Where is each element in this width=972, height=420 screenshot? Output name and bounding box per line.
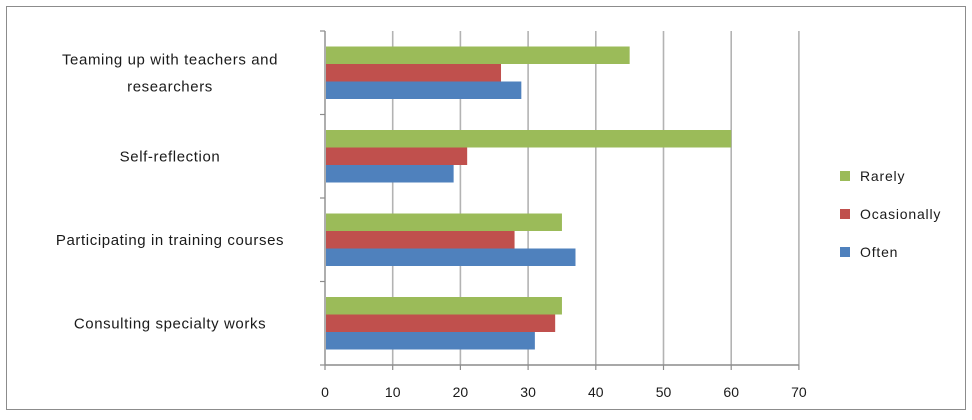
category-label: Consulting specialty works [74, 315, 266, 332]
bar-often [326, 332, 535, 350]
bar-often [326, 81, 522, 99]
legend-label-rarely: Rarely [860, 168, 905, 184]
x-tick-label: 30 [520, 384, 536, 400]
bar-ocasionally [326, 231, 515, 249]
bar-rarely [326, 297, 562, 315]
bar-rarely [326, 46, 630, 64]
bar-ocasionally [326, 314, 556, 332]
legend-swatch-rarely [840, 171, 850, 181]
axes [320, 30, 800, 370]
x-tick-labels: 0 10 20 30 40 50 60 70 [321, 384, 807, 400]
x-tick-label: 10 [385, 384, 401, 400]
x-tick-label: 20 [453, 384, 469, 400]
bar-ocasionally [326, 64, 502, 82]
bar-rarely [326, 213, 562, 231]
legend: Rarely Ocasionally Often [840, 168, 941, 260]
bar-rarely [326, 130, 732, 148]
bar-ocasionally [326, 147, 468, 165]
legend-label-ocasionally: Ocasionally [860, 206, 941, 222]
category-labels: Teaming up with teachers and researchers S… [56, 51, 284, 332]
x-tick-label: 0 [321, 384, 329, 400]
category-label-line: Consulting specialty works [74, 315, 266, 332]
legend-swatch-ocasionally [840, 209, 850, 219]
x-tick-label: 60 [723, 384, 739, 400]
category-label-line: researchers [127, 78, 213, 95]
category-label-line: Self-reflection [120, 148, 221, 165]
x-tick-label: 40 [588, 384, 604, 400]
bar-often [326, 165, 454, 183]
category-label: Self-reflection [120, 148, 221, 165]
legend-label-often: Often [860, 244, 898, 260]
legend-swatch-often [840, 247, 850, 257]
bar-often [326, 248, 576, 266]
x-tick-label: 50 [656, 384, 672, 400]
bars [326, 46, 732, 350]
category-label-line: Teaming up with teachers and [62, 51, 278, 68]
category-label: Participating in training courses [56, 232, 284, 249]
category-label: Teaming up with teachers and researchers [62, 51, 278, 95]
x-tick-label: 70 [791, 384, 807, 400]
category-label-line: Participating in training courses [56, 232, 284, 249]
